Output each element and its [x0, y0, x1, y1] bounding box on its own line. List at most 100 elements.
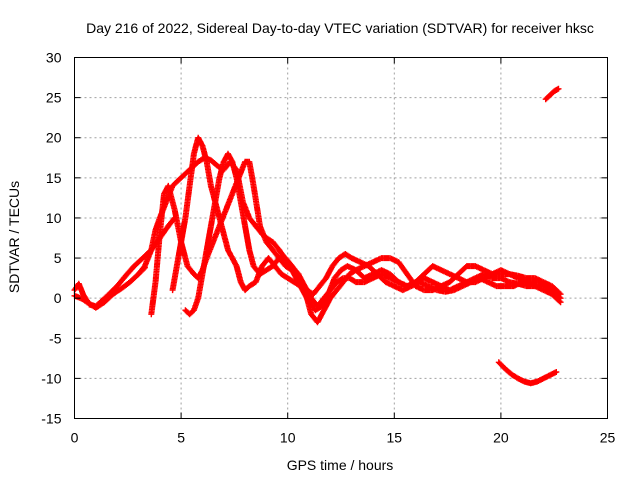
x-tick-label: 15: [387, 430, 403, 446]
data-point: [182, 184, 193, 221]
data-point: [542, 93, 552, 103]
data-point: [122, 264, 137, 279]
data-point: [314, 296, 326, 310]
x-axis-label: GPS time / hours: [287, 457, 394, 473]
data-point: [282, 263, 294, 273]
data-point: [220, 231, 231, 252]
y-tick-label: -10: [41, 370, 61, 386]
data-point: [246, 279, 258, 290]
data-point: [327, 280, 339, 294]
series-track-7: [495, 359, 560, 387]
data-point: [156, 192, 167, 237]
data-point: [92, 300, 107, 311]
data-point: [291, 279, 303, 289]
data-point: [342, 251, 354, 261]
data-point: [257, 267, 269, 278]
data-point: [269, 239, 282, 252]
data-point: [412, 272, 427, 286]
data-point: [278, 271, 290, 281]
data-point: [169, 264, 180, 294]
y-tick-label: 20: [46, 130, 62, 146]
data-point: [555, 85, 562, 92]
data-point: [395, 259, 410, 276]
data-point: [210, 224, 222, 245]
y-tick-label: 10: [46, 210, 62, 226]
y-tick-label: -5: [49, 330, 62, 346]
data-point: [190, 296, 201, 314]
data-point: [246, 158, 257, 188]
data-point: [284, 275, 296, 285]
data-point: [184, 263, 196, 276]
series-track-8: [542, 85, 562, 103]
axis-ticks: 0 5 10 15 20 25 -15 -10 -5 0 5 10 15 20 25 30: [41, 50, 615, 446]
data-point: [546, 89, 557, 99]
data-point: [310, 284, 322, 298]
y-tick-label: 30: [46, 50, 62, 66]
plot-frame: [74, 57, 608, 419]
data-point: [553, 369, 560, 375]
data-point: [455, 264, 469, 278]
data-point: [331, 268, 344, 282]
data-point: [544, 283, 559, 297]
data-point: [502, 365, 514, 377]
data-point: [141, 248, 154, 270]
data-point: [109, 286, 124, 298]
data-point: [295, 271, 307, 288]
y-tick-label: 25: [46, 90, 62, 106]
data-point: [199, 142, 210, 164]
data-point: [203, 158, 214, 188]
data-point: [301, 283, 314, 300]
y-tick-label: 5: [54, 250, 62, 266]
y-tick-label: -15: [41, 411, 61, 427]
data-point: [329, 256, 341, 270]
data-point: [165, 182, 178, 212]
data-point: [316, 276, 329, 290]
data-point: [178, 216, 189, 245]
data-point: [118, 280, 132, 292]
data-point: [178, 167, 192, 181]
data-point: [508, 371, 520, 381]
x-tick-label: 10: [280, 430, 296, 446]
data-point: [186, 308, 196, 318]
data-point: [282, 255, 295, 268]
data-point: [263, 263, 275, 274]
data-point: [246, 214, 258, 228]
data-point: [148, 228, 159, 253]
data-point: [289, 263, 301, 276]
data-point: [250, 182, 263, 228]
data-point: [246, 247, 257, 268]
data-point: [346, 275, 358, 285]
data-point: [549, 283, 563, 297]
data-point: [222, 192, 235, 213]
y-tick-label: 15: [46, 170, 62, 186]
data-point: [333, 280, 346, 294]
data-point: [242, 284, 252, 294]
series-track-6: [182, 150, 564, 318]
x-tick-label: 5: [177, 430, 185, 446]
data-series: [71, 85, 564, 387]
y-axis-label: SDTVAR / TECUs: [6, 181, 22, 293]
data-point: [207, 157, 220, 168]
data-point: [169, 175, 183, 189]
data-point: [346, 267, 358, 278]
x-tick-label: 25: [600, 430, 616, 446]
data-point: [126, 272, 141, 286]
data-point: [148, 280, 159, 318]
data-point: [257, 223, 269, 244]
data-point: [186, 152, 197, 189]
data-point: [333, 275, 345, 286]
data-point: [495, 359, 508, 371]
data-point: [131, 256, 145, 270]
data-point: [263, 239, 275, 252]
data-point: [114, 273, 128, 290]
data-point: [101, 292, 115, 306]
data-point: [242, 223, 253, 252]
data-point: [320, 288, 333, 302]
data-point: [135, 264, 147, 278]
data-point: [327, 288, 339, 302]
x-tick-label: 0: [71, 430, 79, 446]
chart-title: Day 216 of 2022, Sidereal Day-to-day VTE…: [86, 20, 594, 36]
data-point: [103, 284, 120, 300]
data-point: [365, 263, 380, 277]
